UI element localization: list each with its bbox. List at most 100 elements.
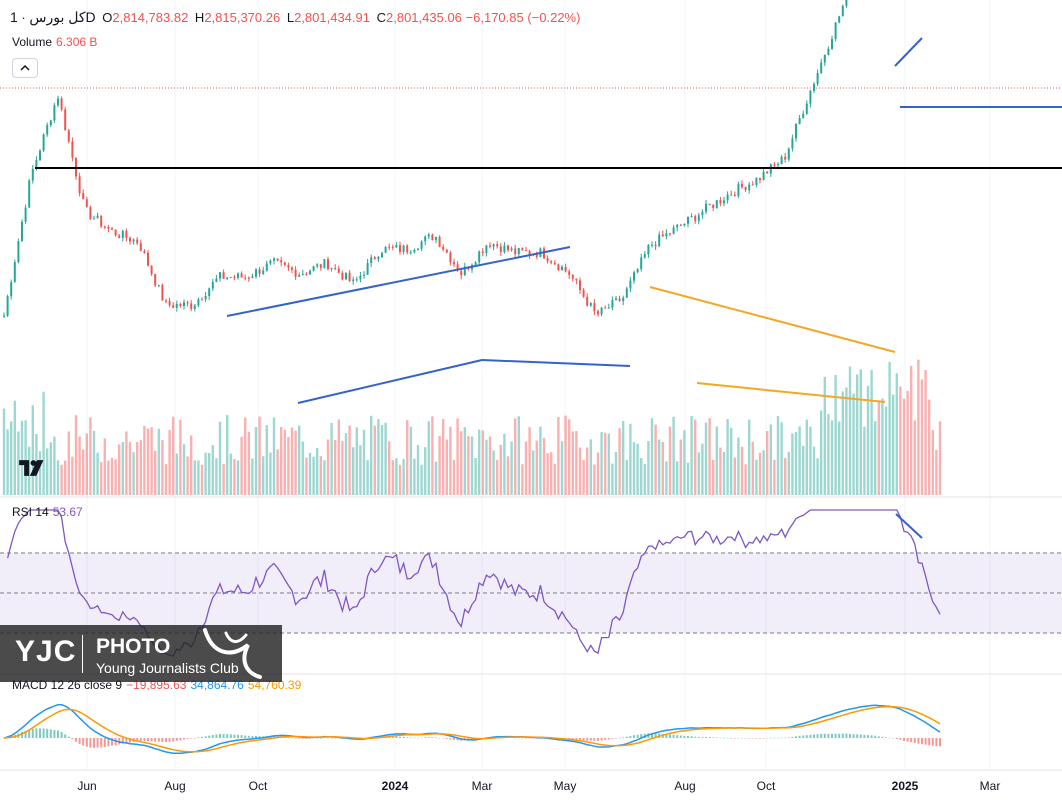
candle-body <box>463 266 466 276</box>
candle-body <box>186 302 189 304</box>
candle-body <box>798 118 801 124</box>
candle-body <box>665 233 668 237</box>
candle-body <box>730 194 733 196</box>
volume-bar <box>881 398 884 495</box>
macd-histogram-bar <box>150 738 153 742</box>
candle-body <box>39 150 41 161</box>
macd-histogram-bar <box>906 738 909 742</box>
volume-bar <box>326 439 330 495</box>
volume-bar <box>280 426 283 495</box>
candle-body <box>78 176 81 194</box>
candle-body <box>17 241 20 263</box>
volume-bar <box>215 458 218 495</box>
volume-bar <box>456 418 459 495</box>
macd-histogram-bar <box>514 737 517 739</box>
macd-histogram-bar <box>28 729 31 738</box>
volume-bar <box>24 420 27 495</box>
candle-body <box>319 264 322 268</box>
volume-bar <box>913 420 916 495</box>
x-tick: Oct <box>248 779 268 793</box>
volume-bar <box>895 373 898 495</box>
candle-body <box>456 264 459 271</box>
macd-histogram-bar <box>211 734 214 738</box>
close-value: 2,801,435.06 <box>386 10 462 25</box>
macd-histogram-bar <box>715 737 718 738</box>
macd-histogram-bar <box>737 737 740 739</box>
candle-body <box>183 302 185 307</box>
volume-bar <box>341 440 344 495</box>
volume-bar <box>53 436 56 495</box>
candle-body <box>809 90 812 104</box>
candle-body <box>208 288 211 297</box>
candle-body <box>827 48 830 56</box>
macd-histogram-bar <box>903 738 905 741</box>
macd-histogram-bar <box>334 738 337 739</box>
macd-histogram-bar <box>845 733 848 738</box>
candle-body <box>550 261 553 263</box>
volume-bar <box>229 453 232 495</box>
candle-body <box>607 307 610 309</box>
candle-body <box>57 98 59 106</box>
candle-body <box>636 269 639 273</box>
candle-body <box>593 303 596 312</box>
symbol-name[interactable]: کل بورس <box>29 9 86 25</box>
candle-body <box>291 267 293 270</box>
volume-bar <box>186 456 189 495</box>
candle-body <box>395 245 398 248</box>
volume-bar <box>398 464 402 495</box>
candle-body <box>53 105 56 121</box>
macd-histogram-bar <box>589 738 592 741</box>
candle-body <box>100 215 103 227</box>
volume-bar <box>334 439 337 495</box>
volume-bar <box>197 460 200 495</box>
macd-histogram-bar <box>838 733 841 738</box>
candle-body <box>762 171 765 180</box>
candle-body <box>474 262 477 265</box>
macd-histogram-bar <box>154 738 157 742</box>
candle-body <box>35 160 38 169</box>
macd-histogram-bar <box>780 737 783 739</box>
collapse-legend-button[interactable] <box>12 58 38 78</box>
candle-body <box>312 266 315 271</box>
macd-histogram-bar <box>107 738 110 747</box>
volume-bar <box>470 436 474 495</box>
rsi-legend[interactable]: RSI 14 53.67 <box>12 505 83 519</box>
macd-histogram-bar <box>777 737 779 739</box>
tradingview-logo-icon[interactable] <box>18 458 46 478</box>
volume-bar <box>856 374 859 495</box>
candle-body <box>460 270 463 276</box>
macd-histogram-bar <box>582 738 585 741</box>
macd-histogram-bar <box>244 735 247 738</box>
macd-histogram-bar <box>219 734 221 738</box>
candle-body <box>89 207 92 219</box>
volume-bar <box>730 427 733 495</box>
macd-histogram-bar <box>395 736 398 738</box>
volume-bar <box>474 457 477 495</box>
volume-bar <box>920 379 924 495</box>
candle-body <box>3 315 5 317</box>
volume-bar <box>139 440 142 495</box>
volume-bar <box>539 426 542 495</box>
candle-body <box>391 246 394 248</box>
macd-histogram-bar <box>575 738 578 740</box>
volume-bar <box>665 461 668 495</box>
candle-body <box>301 273 304 276</box>
candle-body <box>615 298 617 301</box>
macd-histogram-bar <box>885 737 887 738</box>
volume-legend[interactable]: Volume 6.306 B <box>12 35 97 49</box>
volume-bar <box>442 418 445 495</box>
macd-histogram-bar <box>604 738 607 740</box>
volume-bar <box>49 442 52 495</box>
volume-bar <box>2 408 6 495</box>
candle-body <box>334 268 337 270</box>
volume-bar <box>827 414 830 495</box>
volume-bar <box>776 415 780 495</box>
volume-bar <box>780 422 783 495</box>
candle-body <box>283 262 286 265</box>
interval-label[interactable]: 1D <box>10 9 96 25</box>
rsi-value: 53.67 <box>52 505 83 519</box>
candle-body <box>438 237 441 247</box>
candle-body <box>309 270 311 275</box>
volume-bar <box>492 450 495 495</box>
